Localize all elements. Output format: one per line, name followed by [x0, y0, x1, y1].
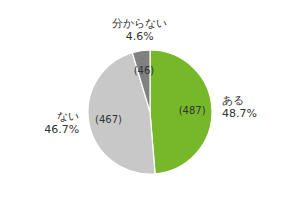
svg-text:分からない4.6%: 分からない4.6% [112, 17, 167, 43]
svg-text:ある48.7%: ある48.7% [222, 94, 257, 120]
svg-text:(467): (467) [95, 114, 122, 125]
svg-text:(487): (487) [179, 105, 206, 116]
svg-text:(46): (46) [134, 65, 155, 76]
svg-text:ない46.7%: ない46.7% [44, 110, 79, 136]
